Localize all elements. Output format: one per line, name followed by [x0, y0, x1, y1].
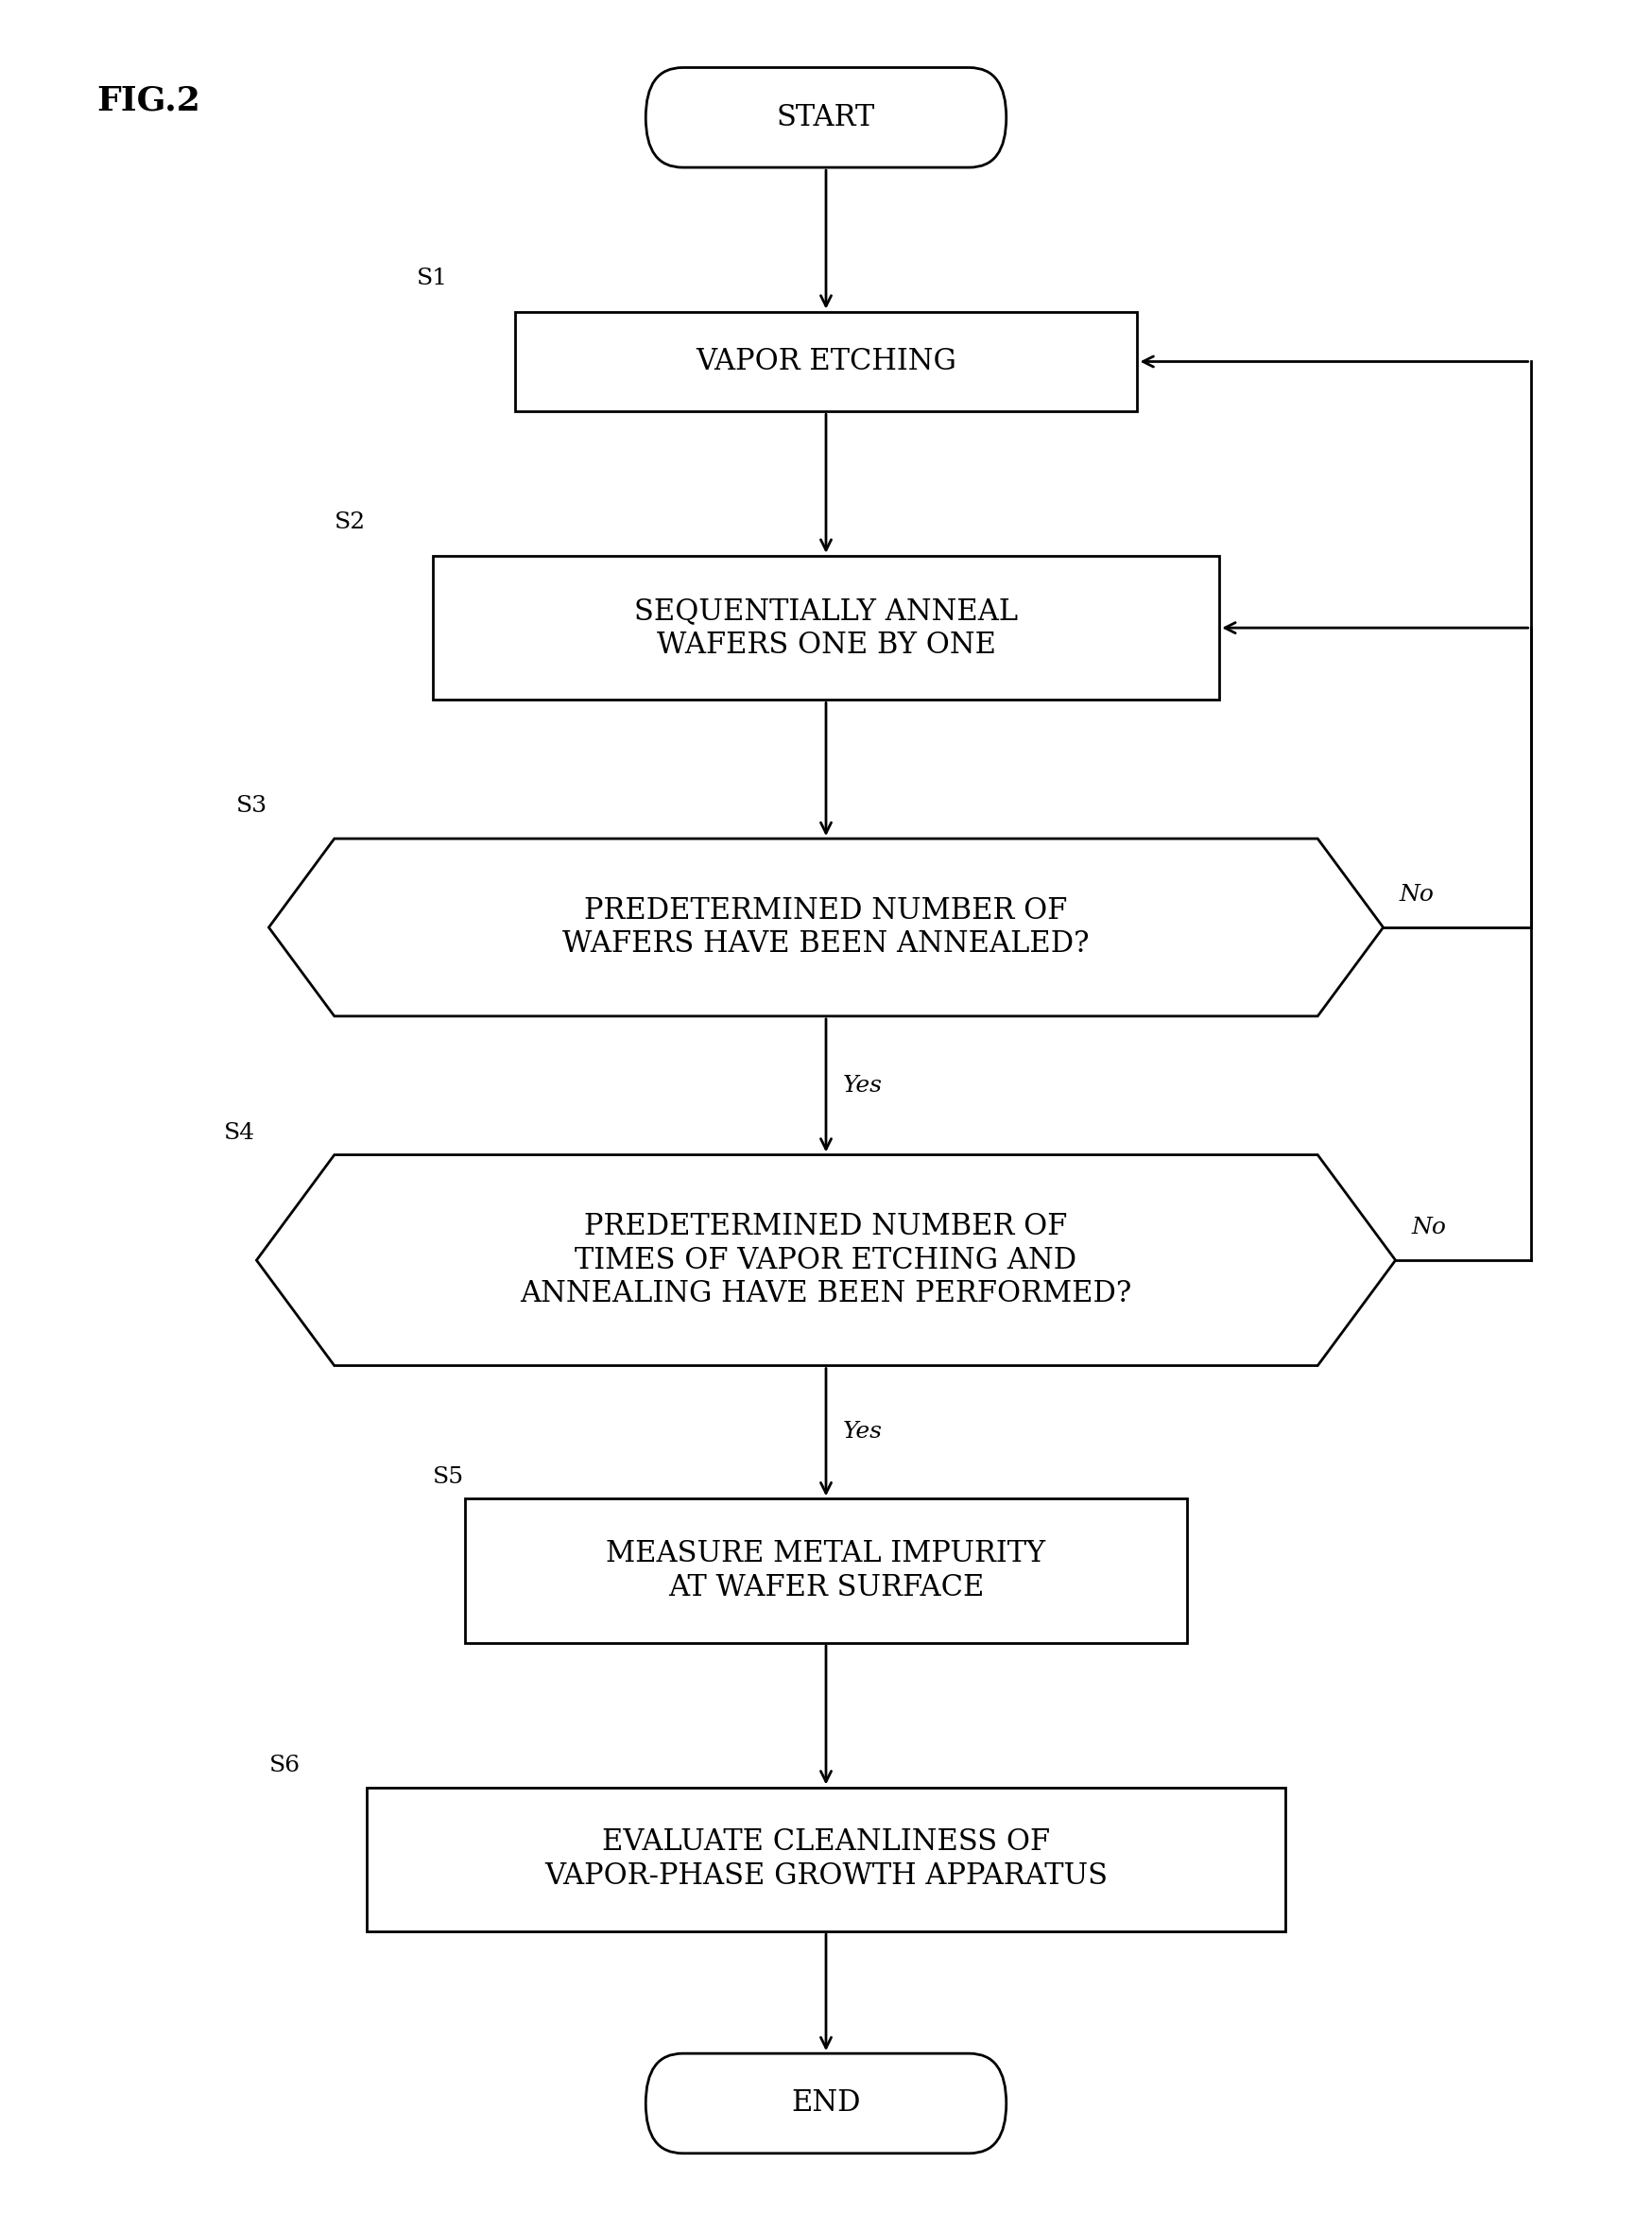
- FancyBboxPatch shape: [466, 1498, 1186, 1643]
- Text: FIG.2: FIG.2: [97, 85, 200, 116]
- Text: MEASURE METAL IMPURITY
AT WAFER SURFACE: MEASURE METAL IMPURITY AT WAFER SURFACE: [606, 1540, 1046, 1603]
- Text: No: No: [1412, 1216, 1447, 1239]
- Polygon shape: [256, 1154, 1396, 1366]
- Text: Yes: Yes: [843, 1422, 882, 1444]
- Text: START: START: [776, 103, 876, 132]
- Text: PREDETERMINED NUMBER OF
WAFERS HAVE BEEN ANNEALED?: PREDETERMINED NUMBER OF WAFERS HAVE BEEN…: [563, 895, 1089, 960]
- Text: S1: S1: [416, 268, 448, 290]
- Text: SEQUENTIALLY ANNEAL
WAFERS ONE BY ONE: SEQUENTIALLY ANNEAL WAFERS ONE BY ONE: [634, 596, 1018, 658]
- FancyBboxPatch shape: [646, 2053, 1006, 2154]
- Text: PREDETERMINED NUMBER OF
TIMES OF VAPOR ETCHING AND
ANNEALING HAVE BEEN PERFORMED: PREDETERMINED NUMBER OF TIMES OF VAPOR E…: [520, 1212, 1132, 1308]
- Text: EVALUATE CLEANLINESS OF
VAPOR-PHASE GROWTH APPARATUS: EVALUATE CLEANLINESS OF VAPOR-PHASE GROW…: [545, 1828, 1107, 1891]
- Text: S2: S2: [334, 511, 365, 533]
- FancyBboxPatch shape: [367, 1788, 1285, 1931]
- Text: S3: S3: [236, 795, 268, 817]
- Text: S6: S6: [269, 1754, 301, 1777]
- Text: END: END: [791, 2089, 861, 2118]
- Text: S5: S5: [433, 1466, 464, 1489]
- Text: S4: S4: [223, 1123, 254, 1143]
- Text: VAPOR ETCHING: VAPOR ETCHING: [695, 346, 957, 377]
- Text: Yes: Yes: [843, 1074, 882, 1096]
- FancyBboxPatch shape: [646, 67, 1006, 167]
- FancyBboxPatch shape: [433, 556, 1219, 701]
- FancyBboxPatch shape: [515, 312, 1137, 411]
- Polygon shape: [269, 839, 1383, 1016]
- Text: No: No: [1399, 884, 1434, 906]
